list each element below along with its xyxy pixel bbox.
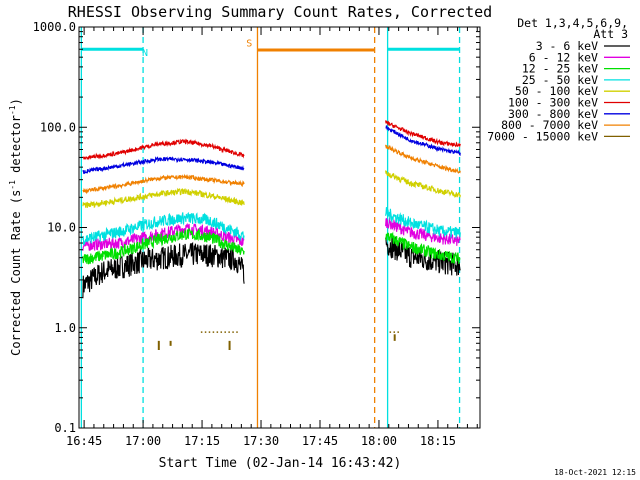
legend-header-line2: Att 3 <box>593 27 628 41</box>
series-1-b <box>385 217 461 246</box>
legend-header-line1: Det 1,3,4,5,6,9, <box>517 16 628 30</box>
y-axis-title-part2: detector <box>9 115 23 180</box>
chart-title: RHESSI Observing Summary Count Rates, Co… <box>68 3 492 21</box>
x-tick-label-4: 17:45 <box>302 434 338 448</box>
series-7-a <box>82 173 245 195</box>
y-tick-label-1: 1.0 <box>54 321 76 335</box>
x-tick-label-5: 18:00 <box>361 434 397 448</box>
plot-frame <box>78 26 481 429</box>
olive-dot-12 <box>397 331 399 333</box>
series-4-a <box>82 187 245 209</box>
olive-dot-2 <box>208 331 211 333</box>
legend-label-1: 6 - 12 keV <box>529 50 598 64</box>
legend-label-6: 300 - 800 keV <box>508 107 598 121</box>
series-7-b <box>385 144 461 174</box>
y-tick-label-4: 1000.0 <box>33 20 76 34</box>
legend-label-0: 3 - 6 keV <box>536 39 598 53</box>
x-tick-label-3: 17:30 <box>243 434 279 448</box>
legend-label-5: 100 - 300 keV <box>508 96 598 110</box>
olive-dot-10 <box>389 331 392 333</box>
series-6-b <box>385 125 461 157</box>
legend-label-8: 7000 - 15000 keV <box>487 129 598 143</box>
olive-dot-3 <box>212 331 215 333</box>
legend-label-3: 25 - 50 keV <box>522 73 598 87</box>
y-axis-title-sup1: -1 <box>8 180 17 190</box>
y-axis-title-sup2: -1 <box>8 105 17 115</box>
legend-label-4: 50 - 100 keV <box>515 84 598 98</box>
olive-dot-9 <box>236 331 238 333</box>
y-axis-title-part1: Corrected Count Rate (s <box>9 190 23 356</box>
x-tick-label-2: 17:15 <box>184 434 220 448</box>
olive-dot-11 <box>393 331 396 333</box>
x-tick-label-0: 16:45 <box>66 434 102 448</box>
series-2-a <box>82 228 245 265</box>
olive-dot-6 <box>224 331 226 333</box>
legend-label-7: 800 - 7000 keV <box>501 118 598 132</box>
series-1-a <box>82 222 245 251</box>
y-tick-label-0: 0.1 <box>54 421 76 435</box>
olive-dot-0 <box>200 331 203 333</box>
flag-label-1: S <box>246 39 252 50</box>
flag-label-0: N <box>142 48 148 59</box>
series-2-b <box>385 231 461 264</box>
series-5-a <box>82 138 245 161</box>
footer-date: 18-Oct-2021 12:15 <box>554 468 636 477</box>
y-tick-label-3: 100.0 <box>40 120 76 134</box>
x-axis-title: Start Time (02-Jan-14 16:43:42) <box>159 456 402 471</box>
y-tick-label-2: 10.0 <box>47 221 76 235</box>
olive-dot-8 <box>232 331 234 333</box>
series-5-b <box>385 120 461 148</box>
series-0-a <box>82 241 245 299</box>
series-3-a <box>82 211 245 246</box>
olive-dot-1 <box>204 331 207 333</box>
x-tick-label-6: 18:15 <box>420 434 456 448</box>
y-axis-title: Corrected Count Rate (s-1 detector-1) <box>8 98 23 356</box>
y-axis-title-part3: ) <box>9 98 23 105</box>
series-4-b <box>385 170 461 199</box>
x-tick-label-1: 17:00 <box>125 434 161 448</box>
olive-dot-4 <box>216 331 219 333</box>
series-6-a <box>82 156 245 175</box>
legend-label-2: 12 - 25 keV <box>522 62 598 76</box>
olive-dot-5 <box>220 331 223 333</box>
series-3-b <box>385 206 461 239</box>
olive-dot-7 <box>228 331 230 333</box>
